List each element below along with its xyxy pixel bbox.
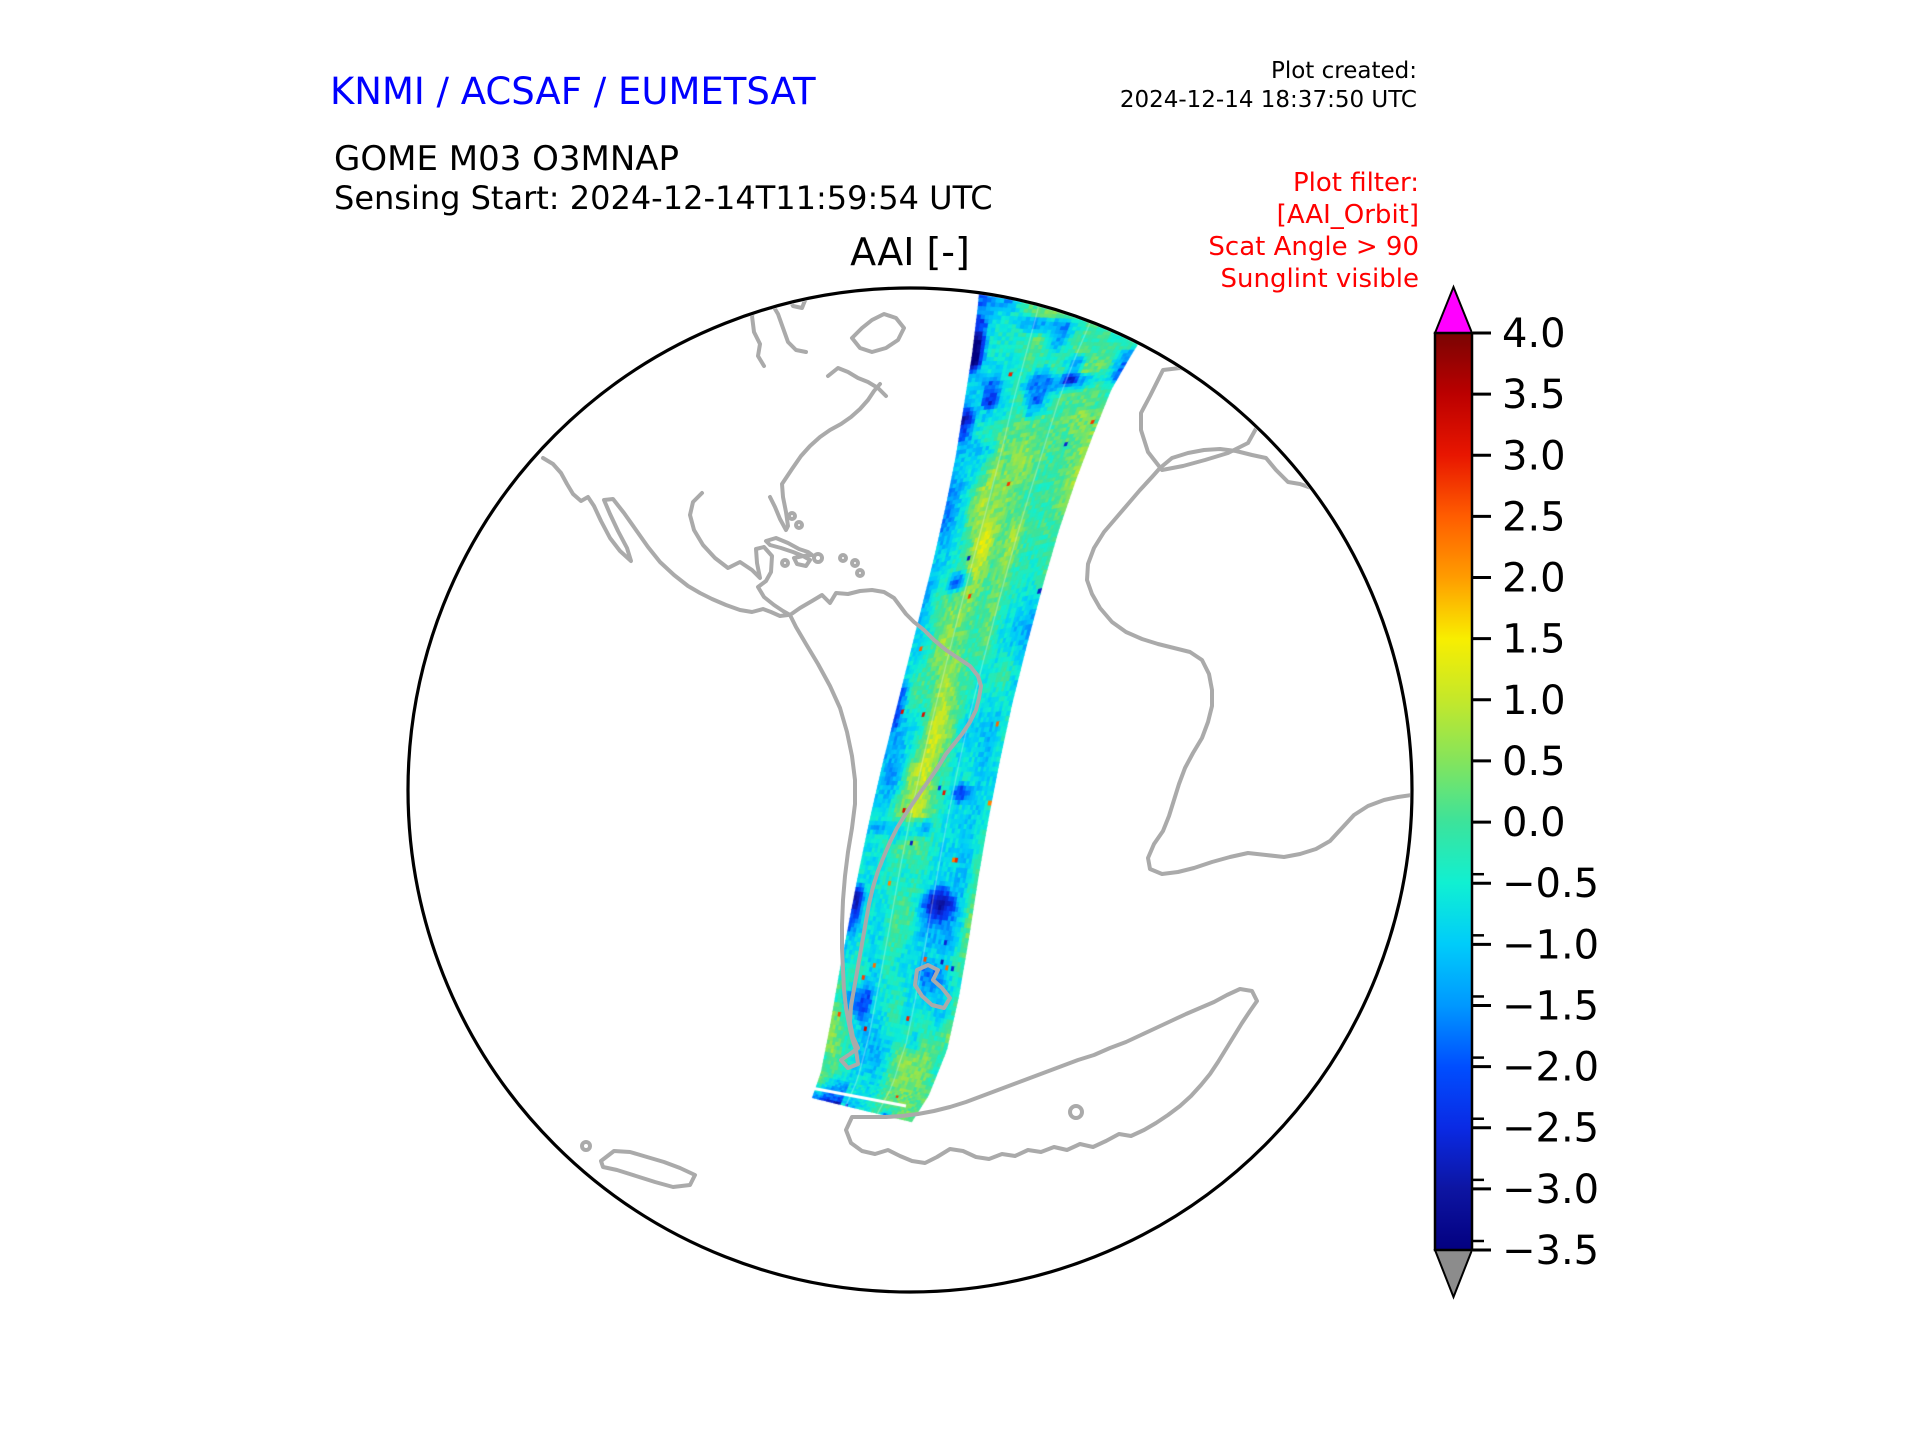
sensing-start-label: Sensing Start: 2024-12-14T11:59:54 UTC bbox=[334, 179, 993, 217]
plot-filter-line: Plot filter: bbox=[1292, 168, 1419, 198]
plot-created-block: Plot created: 2024-12-14 18:37:50 UTC bbox=[1120, 57, 1417, 115]
org-title: KNMI / ACSAF / EUMETSAT bbox=[330, 70, 816, 113]
plot-filter-line: [AAI_Orbit] bbox=[1276, 200, 1419, 230]
plot-filter-line: Scat Angle > 90 bbox=[1208, 232, 1419, 262]
product-title: GOME M03 O3MNAP bbox=[334, 139, 680, 179]
plot-created-time: 2024-12-14 18:37:50 UTC bbox=[1119, 87, 1417, 113]
plot-filter-block: Plot filter: [AAI_Orbit] Scat Angle > 90… bbox=[1208, 167, 1419, 295]
variable-title: AAI [-] bbox=[850, 230, 970, 274]
plot-filter-line: Sunglint visible bbox=[1220, 264, 1419, 294]
plot-created-label: Plot created: bbox=[1270, 58, 1417, 84]
